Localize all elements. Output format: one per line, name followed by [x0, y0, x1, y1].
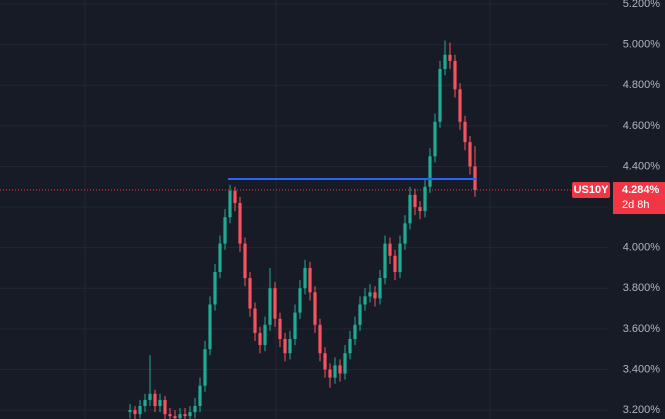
y-tick-label: 5.200% [623, 0, 661, 10]
candle-body [168, 414, 172, 417]
candle-body [298, 288, 302, 313]
candle-body [243, 243, 247, 279]
candle-body [373, 292, 377, 299]
candle-body [313, 292, 317, 325]
candle-body [463, 121, 467, 143]
candle-body [368, 292, 372, 297]
candle-body [278, 318, 282, 340]
y-tick-label: 3.800% [623, 282, 661, 294]
candle-body [418, 207, 422, 212]
candle-body [388, 243, 392, 256]
candle-body [348, 339, 352, 354]
candle-body [443, 54, 447, 70]
y-tick-label: 5.000% [623, 39, 661, 51]
candle-body [138, 406, 142, 415]
candle-body [458, 89, 462, 122]
candle-body [308, 267, 312, 293]
y-tick-label: 4.800% [623, 79, 661, 91]
candle-body [363, 296, 367, 305]
candle-body [428, 156, 432, 187]
candle-body [303, 267, 307, 289]
candle-body [223, 217, 227, 244]
candle-body [333, 365, 337, 378]
candle-body [153, 393, 157, 407]
candle-body [193, 406, 197, 413]
candle-body [178, 414, 182, 419]
candle-body [128, 410, 132, 413]
candle-body [173, 416, 177, 419]
candle-body [293, 312, 297, 340]
y-tick-label: 3.200% [623, 404, 661, 416]
symbol-tag [572, 182, 610, 199]
candle-body [163, 399, 167, 415]
candle-body [378, 278, 382, 299]
candle-body [353, 324, 357, 340]
candle-body [323, 353, 327, 370]
candle-body [238, 203, 242, 244]
candle-body [288, 339, 292, 354]
candle-body [183, 414, 187, 417]
candle-body [203, 349, 207, 386]
candle-body [208, 304, 212, 350]
candle-body [283, 339, 287, 354]
candle-body [258, 332, 262, 346]
candle-body [393, 255, 397, 273]
candle-body [343, 353, 347, 374]
candle-body [273, 288, 277, 319]
candle-body [218, 243, 222, 273]
candle-body [263, 324, 267, 346]
candle-body [433, 121, 437, 157]
candle-body [398, 243, 402, 273]
candle-body [423, 186, 427, 212]
candle-body [438, 69, 442, 122]
candle-body [143, 399, 147, 407]
candle-body [253, 308, 257, 333]
candle-body [198, 385, 202, 407]
countdown-label: 2d 8h [622, 199, 650, 211]
candle-body [413, 194, 417, 208]
candle-body [383, 243, 387, 279]
candle-body [408, 194, 412, 224]
candle-body [133, 410, 137, 415]
candle-body [188, 412, 192, 417]
y-tick-label: 4.000% [623, 242, 661, 254]
candle-body [318, 324, 322, 354]
candle-body [338, 365, 342, 374]
candle-body [358, 304, 362, 325]
candle-body [233, 190, 237, 204]
symbol-label: US10Y [574, 184, 610, 196]
price-label: 4.284% [622, 184, 660, 196]
candle-body [148, 393, 152, 400]
candle-body [158, 399, 162, 407]
candles [128, 40, 477, 419]
grid [0, 3, 608, 411]
candle-body [248, 278, 252, 309]
candle-body [448, 54, 452, 61]
y-tick-label: 4.400% [623, 160, 661, 172]
price-tag [613, 182, 665, 215]
candle-body [268, 288, 272, 325]
y-tick-label: 3.600% [623, 323, 661, 335]
candle-body [228, 190, 232, 218]
y-tick-label: 4.600% [623, 120, 661, 132]
candle-body [403, 223, 407, 244]
candle-body [453, 60, 457, 90]
y-tick-label: 3.400% [623, 363, 661, 375]
candle-body [468, 142, 472, 167]
price-axis: 3.200%3.400%3.600%3.800%4.000%4.200%4.40… [572, 0, 665, 416]
candle-body [328, 369, 332, 378]
candle-body [213, 272, 217, 305]
